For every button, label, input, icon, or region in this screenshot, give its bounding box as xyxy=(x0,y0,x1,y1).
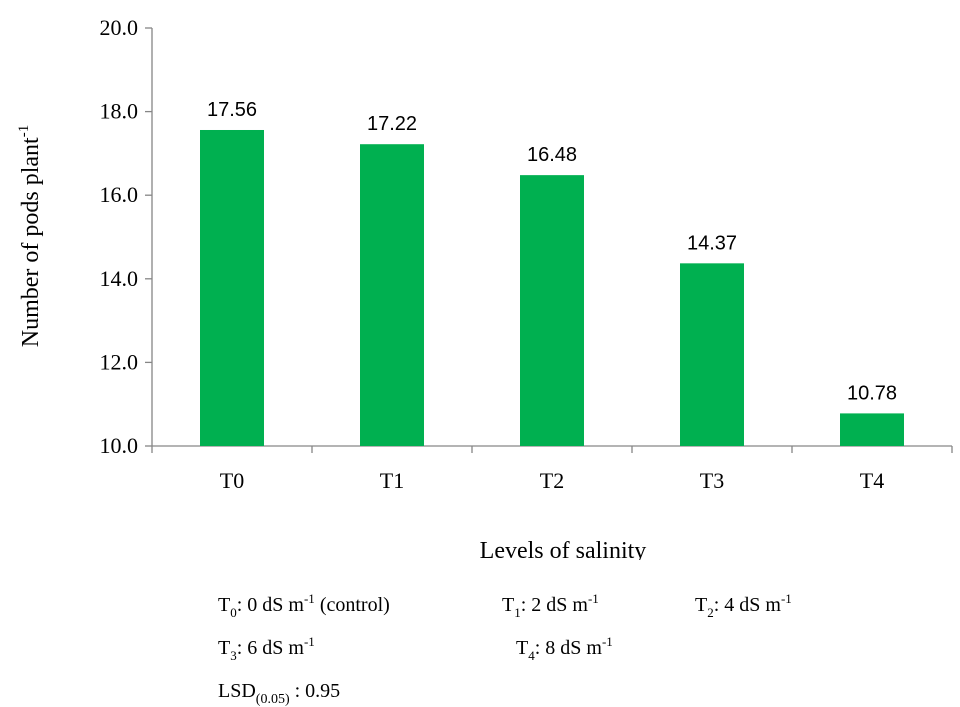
bar-t2 xyxy=(520,175,584,447)
x-tick-label: T1 xyxy=(380,468,404,493)
legend-note-t1: T1: 2 dS m-1 xyxy=(502,591,599,620)
axes: 10.0 12.0 14.0 16.0 18.0 20.0 xyxy=(100,15,953,458)
lsd-note: LSD(0.05) : 0.95 xyxy=(218,680,341,707)
y-tick-label: 18.0 xyxy=(100,99,139,124)
x-tick-label: T0 xyxy=(220,468,244,493)
bar-t4 xyxy=(840,413,904,446)
legend-note-t0: T0: 0 dS m-1 (control) xyxy=(218,591,390,620)
y-tick-label: 20.0 xyxy=(100,15,139,40)
bar-t1 xyxy=(360,144,424,447)
x-axis-title: Levels of salinity xyxy=(480,538,647,560)
bars xyxy=(200,129,904,447)
y-tick-label: 12.0 xyxy=(100,349,139,374)
labels: 17.56 T0 17.22 T1 16.48 T2 14.37 T3 10.78 T4 Level… xyxy=(16,99,897,560)
legend-note-t2: T2: 4 dS m-1 xyxy=(695,591,792,620)
x-tick-label: T4 xyxy=(860,468,884,493)
legend-note-t4: T4: 8 dS m-1 xyxy=(516,634,613,663)
data-label: 10.78 xyxy=(847,382,897,404)
legend-note-t3: T3: 6 dS m-1 xyxy=(218,634,315,663)
x-tick-label: T3 xyxy=(700,468,724,493)
y-tick-label: 16.0 xyxy=(100,182,139,207)
bar-t3 xyxy=(680,263,744,446)
data-label: 16.48 xyxy=(527,144,577,166)
bar-chart: 10.012.014.016.018.020.0 17.56T017.22T11… xyxy=(16,15,953,560)
y-axis-title: Number of pods plant-1 xyxy=(16,125,44,347)
data-label: 14.37 xyxy=(687,232,737,254)
bar-t0 xyxy=(200,129,264,446)
data-label: 17.22 xyxy=(367,113,417,135)
y-tick-label: 14.0 xyxy=(100,266,139,291)
y-tick-label: 10.0 xyxy=(100,433,139,458)
x-tick-label: T2 xyxy=(540,468,564,493)
data-label: 17.56 xyxy=(207,99,257,121)
